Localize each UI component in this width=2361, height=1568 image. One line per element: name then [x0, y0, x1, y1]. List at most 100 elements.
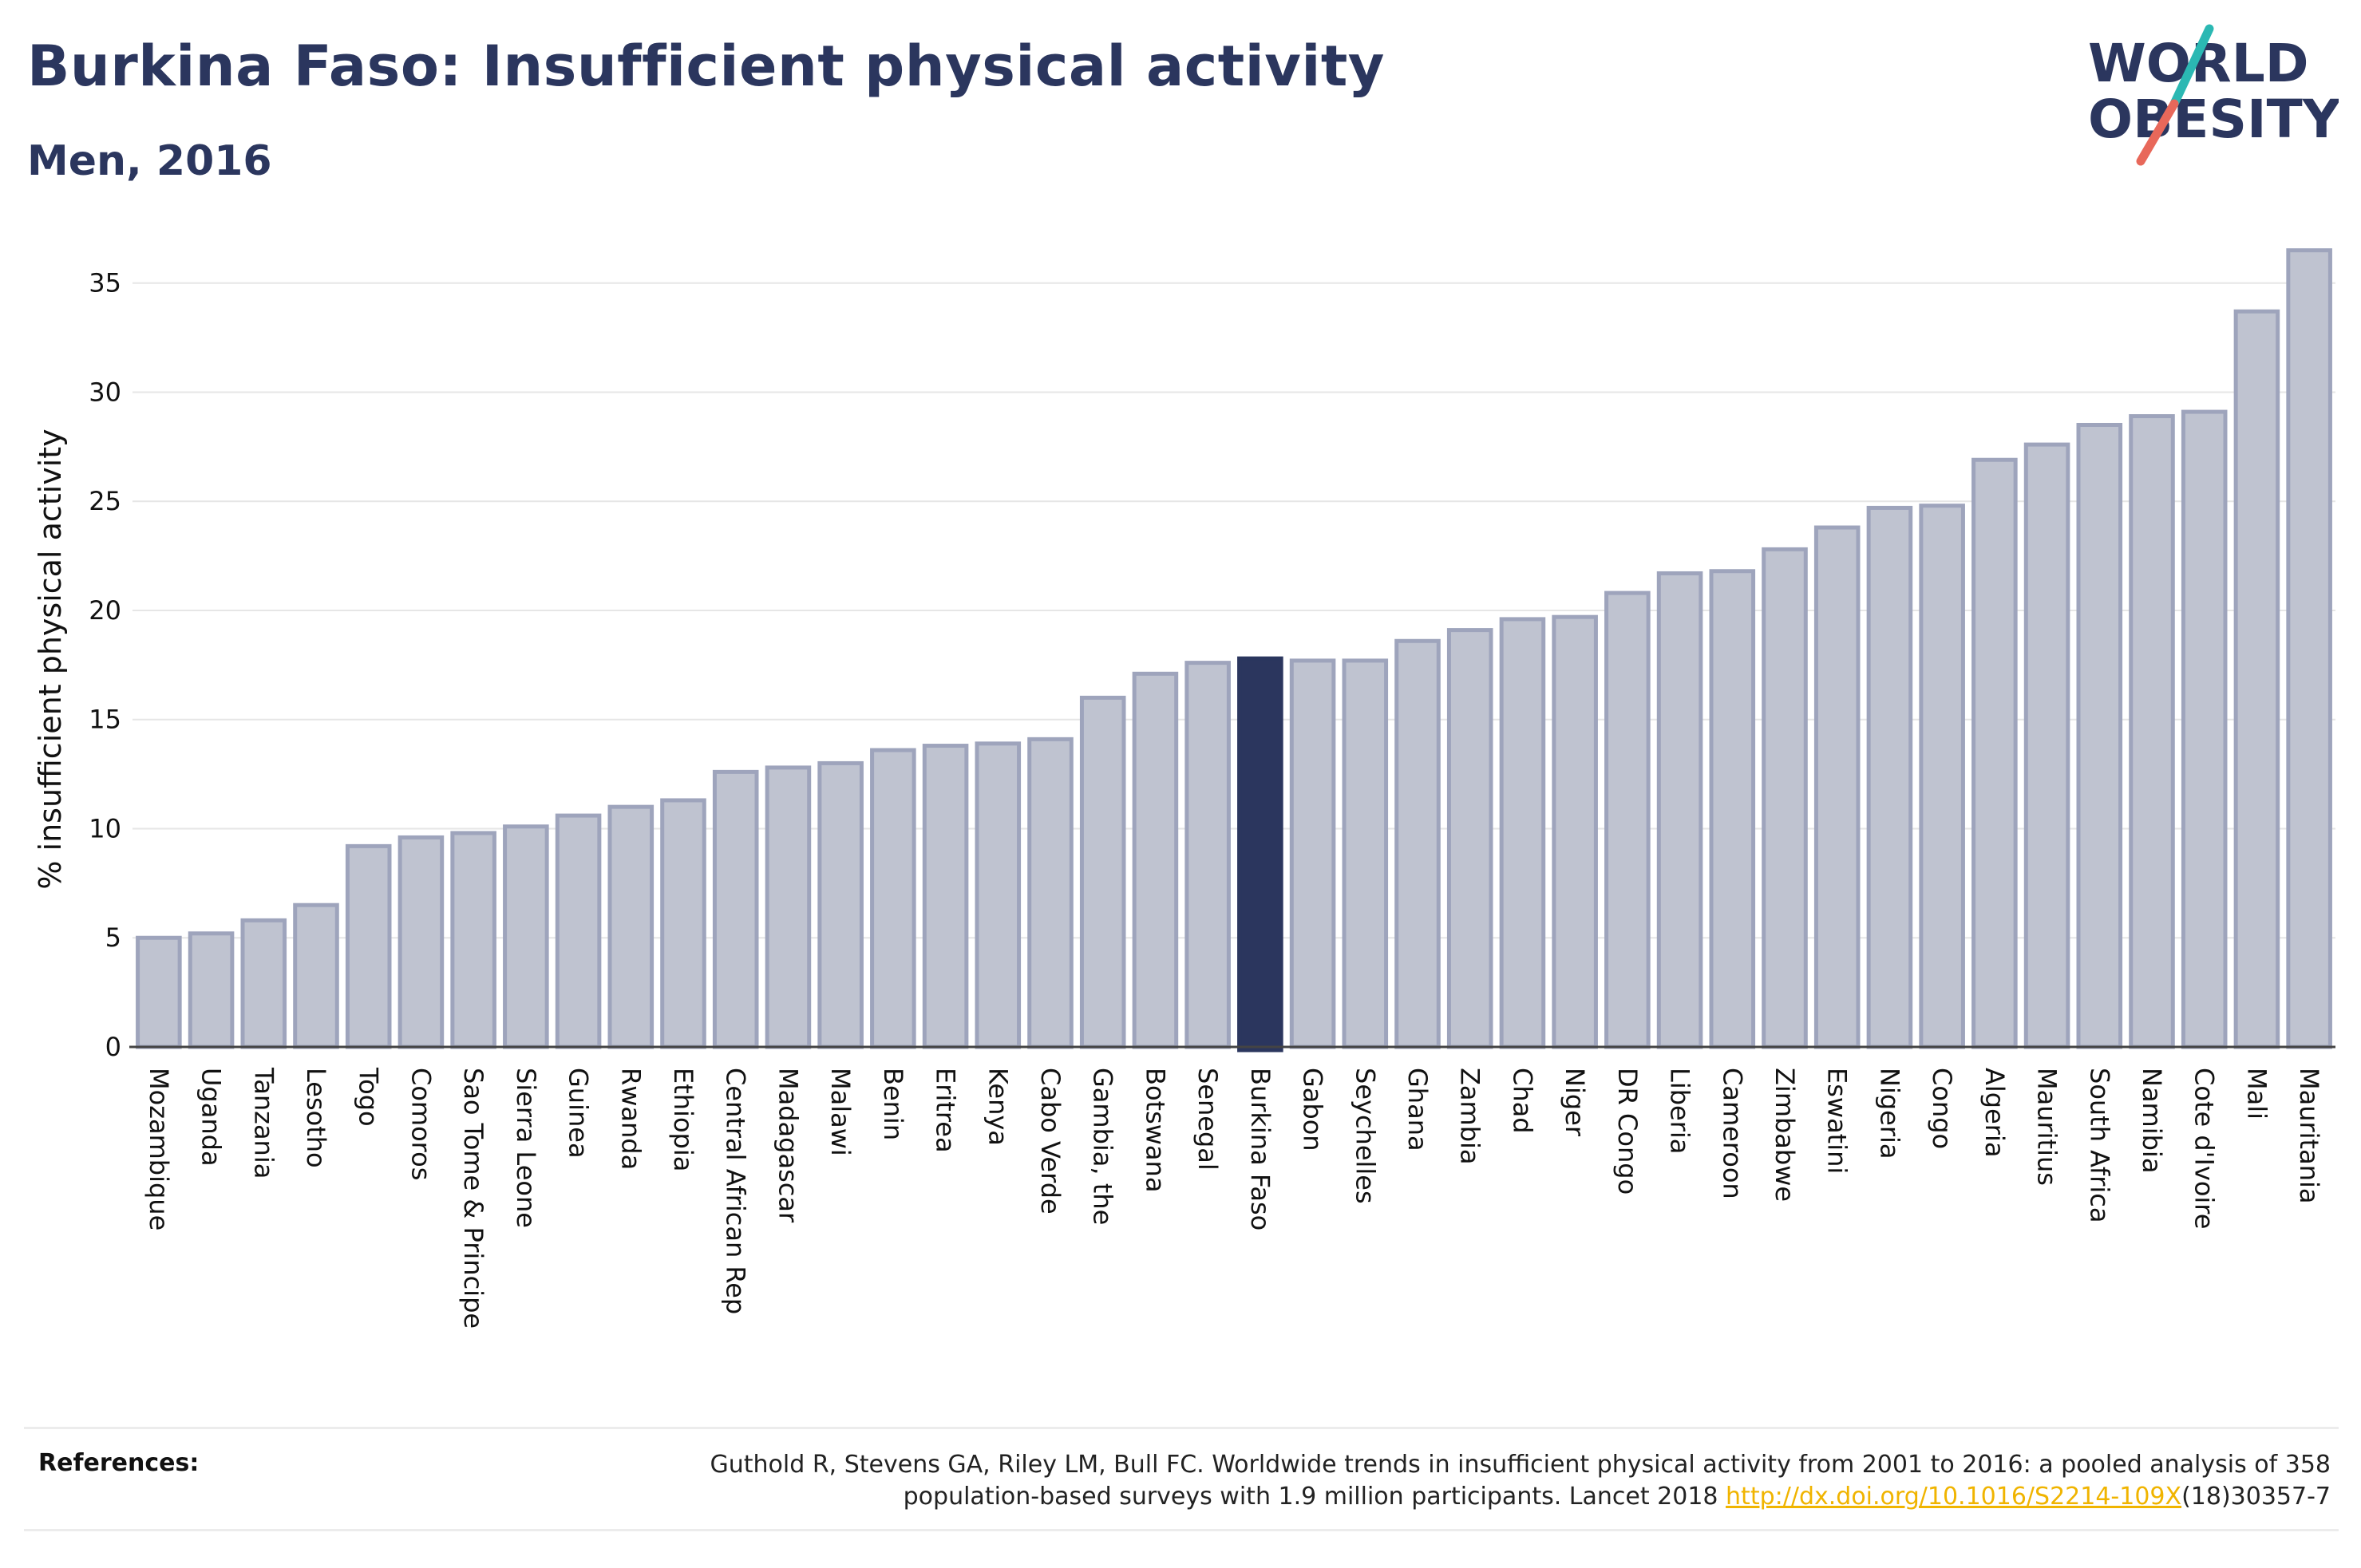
reference-line-2-prefix: population-based surveys with 1.9 millio… [903, 1483, 1726, 1511]
x-tick-label: Nigeria [1874, 1068, 1904, 1159]
chart-subtitle: Men, 2016 [27, 137, 272, 185]
bar [1446, 628, 1493, 1049]
bar [1656, 571, 1703, 1049]
x-tick-label: Gabon [1298, 1068, 1328, 1151]
bar [2129, 414, 2175, 1049]
x-tick-label: Gambia, the [1088, 1068, 1118, 1225]
bar [136, 935, 182, 1049]
x-tick-label: Ethiopia [668, 1068, 698, 1171]
bar [1499, 617, 1546, 1049]
bar [1132, 671, 1179, 1049]
references-label: References: [38, 1449, 200, 1477]
x-tick-label: Liberia [1665, 1068, 1695, 1154]
x-tick-label: Zimbabwe [1770, 1068, 1800, 1202]
y-tick-label: 25 [89, 486, 121, 516]
x-tick-label: Mauritius [2032, 1068, 2062, 1186]
bar [1866, 505, 1913, 1049]
bar [1394, 638, 1441, 1049]
x-tick-label: Kenya [983, 1068, 1013, 1146]
x-axis-labels: Mozambique Uganda Tanzania Lesotho Togo Comor… [144, 1067, 2324, 1329]
x-tick-label: Uganda [196, 1068, 227, 1167]
bar [2023, 442, 2070, 1049]
x-tick-label: Central African Rep [721, 1068, 751, 1314]
x-tick-label: Zambia [1455, 1068, 1485, 1165]
x-tick-label: Benin [878, 1068, 908, 1140]
x-tick-label: Cote d'Ivoire [2189, 1068, 2220, 1229]
y-axis-title: % insufficient physical activity [33, 429, 68, 889]
bar [1552, 614, 1598, 1049]
bar [1184, 661, 1231, 1049]
bar [2181, 409, 2228, 1049]
references-panel: References: Guthold R, Stevens GA, Riley… [24, 1427, 2339, 1531]
bar [1762, 547, 1808, 1049]
bar [1971, 457, 2018, 1049]
bar [555, 813, 602, 1049]
x-tick-label: Lesotho [301, 1068, 331, 1168]
x-tick-label: Congo [1927, 1068, 1957, 1149]
x-tick-label: Eritrea [931, 1068, 961, 1153]
x-tick-label: Mozambique [144, 1068, 174, 1230]
bar [503, 824, 549, 1049]
bars [136, 248, 2332, 1053]
x-tick-label: Mauritania [2294, 1068, 2324, 1203]
x-tick-label: Eswatini [1822, 1068, 1853, 1174]
bar [188, 931, 235, 1049]
doi-link[interactable]: http://dx.doi.org/10.1016/S2214-109X [1726, 1483, 2182, 1511]
bar [293, 902, 339, 1049]
x-tick-label: Togo [354, 1067, 384, 1127]
bar [870, 748, 916, 1049]
y-tick-label: 15 [89, 705, 121, 735]
bar [2233, 309, 2280, 1049]
references-text: Guthold R, Stevens GA, Riley LM, Bull FC… [575, 1449, 2331, 1513]
bar [345, 843, 392, 1049]
logo-slash-coral [2136, 99, 2179, 166]
x-tick-label: Sierra Leone [511, 1068, 541, 1228]
bar [1027, 737, 1074, 1049]
x-tick-label: DR Congo [1612, 1068, 1643, 1195]
chart-title: Burkina Faso: Insufficient physical acti… [27, 34, 1385, 99]
world-obesity-logo: WORLD OBESITY [2088, 24, 2339, 166]
reference-line-2-suffix: (18)30357-7 [2181, 1483, 2331, 1511]
x-tick-label: Botswana [1140, 1068, 1170, 1192]
x-tick-label: Mali [2241, 1068, 2272, 1120]
x-tick-label: Niger [1560, 1068, 1590, 1137]
bar [1709, 569, 1756, 1049]
bar [660, 798, 706, 1049]
bar [975, 741, 1022, 1049]
grid-lines [132, 282, 2335, 939]
x-tick-label: Chad [1507, 1068, 1537, 1134]
y-tick-label: 10 [89, 813, 121, 843]
logo-slash-teal [2169, 24, 2214, 109]
bar-highlighted [1237, 656, 1283, 1053]
x-tick-label: Madagascar [773, 1068, 803, 1223]
x-tick-label: Algeria [1979, 1068, 2010, 1157]
bar [1919, 504, 1965, 1049]
x-tick-label: Ghana [1402, 1068, 1433, 1151]
bar [817, 760, 864, 1049]
x-tick-label: Cabo Verde [1035, 1068, 1066, 1215]
x-tick-label: Malawi [825, 1068, 856, 1156]
y-tick-label: 35 [89, 268, 121, 298]
bar [240, 918, 287, 1049]
x-tick-label: Sao Tome & Principe [458, 1068, 488, 1329]
bar [1813, 525, 1861, 1049]
y-tick-label: 5 [105, 922, 121, 953]
bar [1079, 695, 1126, 1049]
logo-word-obesity: OBESITY [2088, 89, 2339, 150]
bar [2286, 248, 2332, 1049]
x-tick-label: Comoros [405, 1068, 436, 1180]
x-tick-label: Rwanda [615, 1068, 646, 1170]
bar [765, 765, 812, 1049]
y-axis-ticks: 0 5 10 15 20 25 30 35 [89, 268, 121, 1062]
x-tick-label: Senegal [1192, 1068, 1223, 1171]
x-tick-label: Namibia [2137, 1068, 2167, 1173]
x-tick-label: Tanzania [248, 1067, 279, 1179]
x-tick-label: Guinea [564, 1068, 594, 1159]
bar [1604, 590, 1651, 1049]
reference-line-1: Guthold R, Stevens GA, Riley LM, Bull FC… [710, 1451, 2331, 1479]
bar [607, 804, 655, 1049]
bar [1289, 658, 1336, 1049]
x-tick-label: Cameroon [1717, 1068, 1747, 1199]
bar [922, 744, 969, 1049]
x-tick-label: South Africa [2084, 1068, 2114, 1222]
